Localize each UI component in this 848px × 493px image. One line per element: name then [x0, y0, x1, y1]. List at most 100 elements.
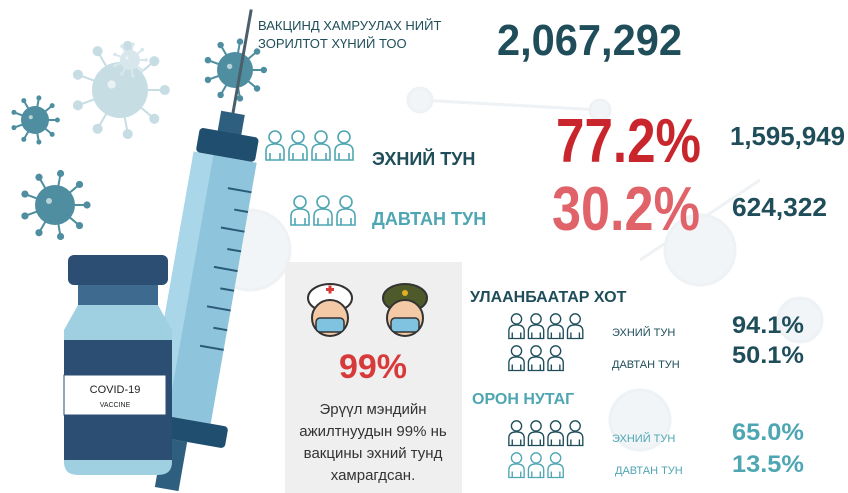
virus-dot [46, 198, 52, 204]
person-icon [548, 421, 563, 446]
person-body [528, 325, 543, 339]
virus-body [92, 62, 148, 118]
virus-dot [107, 80, 115, 88]
virus-tip [73, 100, 83, 110]
person-icon [548, 346, 563, 371]
virus-tip [254, 85, 260, 91]
person-icon [291, 196, 309, 225]
person-icon [528, 453, 543, 478]
person-head [511, 453, 521, 463]
virus-body [35, 185, 75, 225]
person-head [294, 196, 306, 208]
dose-count: 624,322 [732, 192, 827, 222]
soldier-icon [383, 284, 427, 336]
person-icon [289, 131, 307, 160]
virus-tip [205, 57, 211, 63]
person-body [548, 432, 563, 446]
person-body [266, 144, 284, 160]
virus-tip [149, 114, 159, 124]
region-percent: 65.0% [732, 419, 804, 446]
virus-tip [73, 70, 83, 80]
person-head [511, 421, 521, 431]
person-head [292, 131, 304, 143]
vial-sublabel: VACCINE [100, 402, 131, 409]
virus-tip [36, 95, 41, 100]
person-head [551, 346, 561, 356]
person-body [568, 325, 583, 339]
virus-tip [205, 77, 211, 83]
person-head [531, 346, 541, 356]
virus [21, 170, 90, 240]
virus-tip [93, 46, 103, 56]
person-icon [509, 421, 524, 446]
virus-tip [76, 222, 83, 229]
virus-body [21, 106, 49, 134]
virus-tip [160, 85, 170, 95]
person-icon [548, 453, 563, 478]
person-head [531, 421, 541, 431]
virus-tip [217, 42, 223, 48]
virus-tip [76, 181, 83, 188]
person-icon [314, 196, 332, 225]
virus-tip [131, 74, 135, 78]
region-title: ОРОН НУТАГ [472, 391, 574, 408]
person-body [291, 209, 309, 225]
person-icon [568, 421, 583, 446]
virus-body [120, 50, 140, 70]
virus-tip [21, 212, 28, 219]
virus-tip [217, 92, 223, 98]
virus-tip [113, 64, 117, 68]
person-body [312, 144, 330, 160]
virus-tip [261, 67, 267, 73]
region-dose-label: ДАВТАН ТУН [615, 465, 683, 477]
dose-percent: 30.2% [552, 175, 700, 244]
virus-tip [57, 233, 64, 240]
person-body [337, 209, 355, 225]
virus-tip [93, 124, 103, 134]
person-icon [568, 314, 583, 339]
health-text: ажилтнуудын 99% нь [299, 423, 447, 440]
person-icon [335, 131, 353, 160]
person-body [568, 432, 583, 446]
virus-tip [149, 56, 159, 66]
region-dose-label: ЭХНИЙ ТУН [612, 326, 675, 339]
virus-tip [21, 98, 26, 103]
virus-tip [21, 137, 26, 142]
region-title: УЛААНБААТАР ХОТ [470, 289, 627, 306]
virus-tip [50, 103, 55, 108]
virus-tip [55, 117, 60, 122]
person-icon [266, 131, 284, 160]
virus-tip [36, 140, 41, 145]
person-icon [528, 421, 543, 446]
dose-count: 1,595,949 [730, 121, 845, 151]
virus-tip [11, 125, 16, 130]
person-head [531, 453, 541, 463]
person-body [548, 357, 563, 371]
virus-tip [11, 110, 16, 115]
person-head [511, 346, 521, 356]
vial: COVID-19 VACCINE [64, 255, 172, 475]
person-body [509, 357, 524, 371]
person-body [509, 325, 524, 339]
person-body [548, 325, 563, 339]
dose-label: ДАВТАН ТУН [372, 209, 486, 229]
person-body [289, 144, 307, 160]
region-percent: 94.1% [732, 312, 804, 339]
person-icon [528, 314, 543, 339]
virus [11, 95, 59, 144]
person-body [509, 432, 524, 446]
health-text: вакцины эхний тунд [304, 445, 443, 462]
person-icon [528, 346, 543, 371]
person-icon [337, 196, 355, 225]
virus-tip [123, 129, 133, 139]
virus-tip [21, 190, 28, 197]
person-icon [509, 346, 524, 371]
header-label: ВАКЦИНД ХАМРУУЛАХ НИЙТ [258, 18, 441, 33]
region-percent: 13.5% [732, 451, 804, 478]
vial-label: COVID-19 [90, 384, 141, 396]
person-body [528, 432, 543, 446]
person-head [551, 421, 561, 431]
person-head [570, 314, 580, 324]
person-head [315, 131, 327, 143]
person-head [338, 131, 350, 143]
